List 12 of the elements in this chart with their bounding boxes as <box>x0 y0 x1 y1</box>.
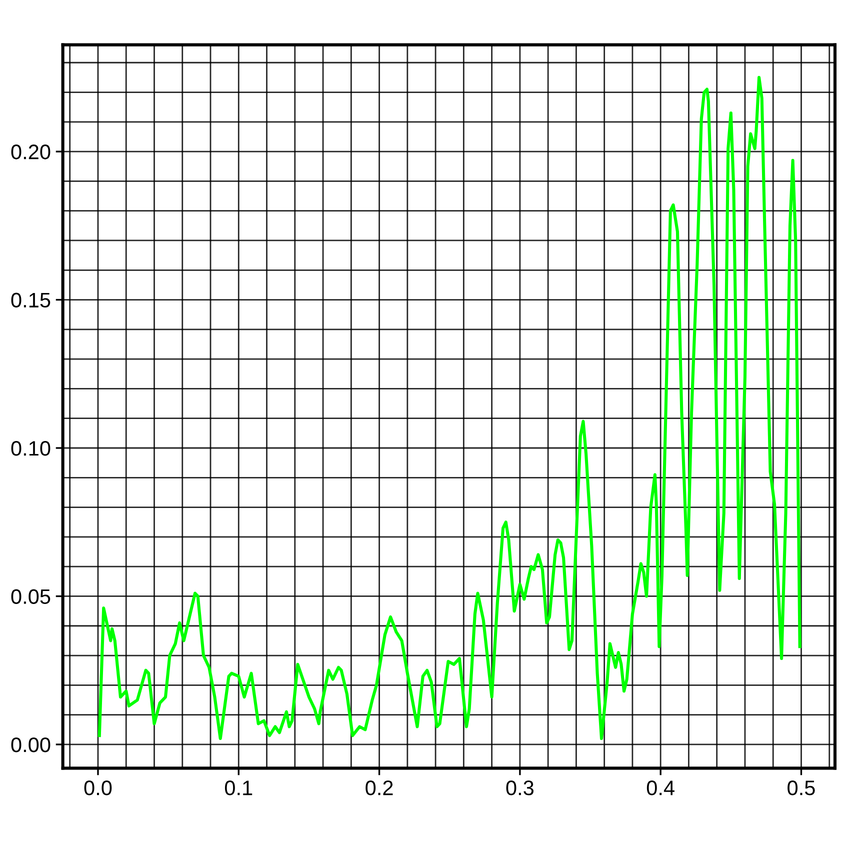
y-tick-label: 0.15 <box>11 292 50 308</box>
x-tick-label: 0.0 <box>84 780 112 796</box>
y-tick-label: 0.10 <box>11 441 50 456</box>
x-tick-label: 0.2 <box>366 780 393 796</box>
y-tick-label: 0.00 <box>11 737 50 752</box>
line-series <box>98 76 802 740</box>
x-tick-label: 0.5 <box>788 780 815 796</box>
x-tick-label: 0.1 <box>224 780 252 796</box>
y-tick-label: 0.20 <box>11 144 50 160</box>
x-tick-label: 0.4 <box>646 780 674 796</box>
x-tick-label: 0.3 <box>506 780 534 796</box>
y-tick-label: 0.05 <box>11 589 50 604</box>
